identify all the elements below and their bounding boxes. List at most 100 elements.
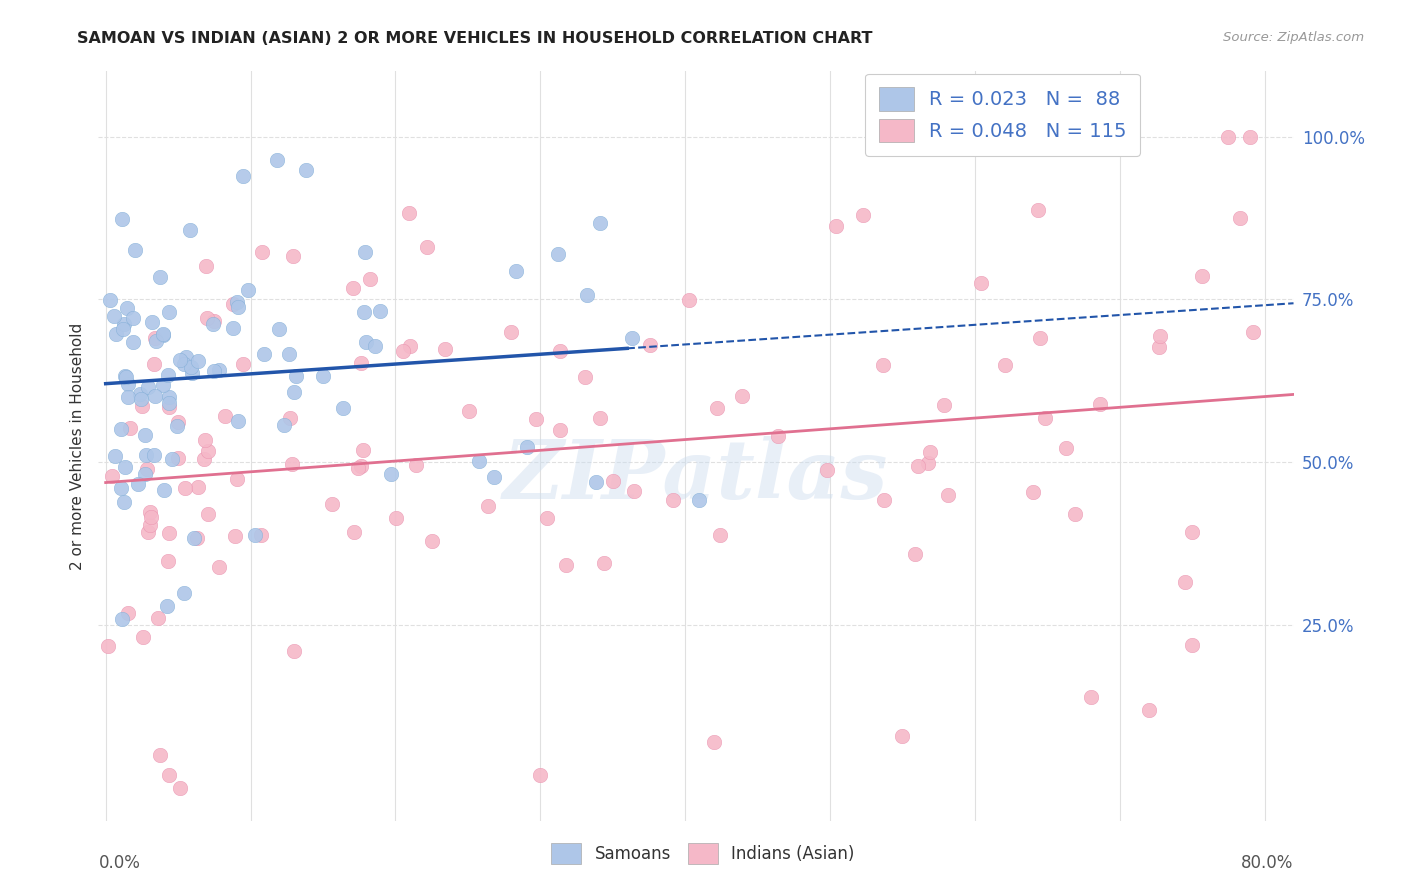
Point xyxy=(294,163,316,178)
Point xyxy=(225,472,247,486)
Point xyxy=(129,392,152,407)
Point xyxy=(132,630,155,644)
Point xyxy=(1026,203,1049,218)
Point xyxy=(214,409,236,424)
Point xyxy=(143,331,166,345)
Point xyxy=(548,344,571,359)
Point xyxy=(932,398,955,412)
Point xyxy=(873,493,896,508)
Point xyxy=(157,396,180,410)
Point xyxy=(103,309,125,323)
Point xyxy=(195,311,218,326)
Point xyxy=(703,735,725,749)
Text: Source: ZipAtlas.com: Source: ZipAtlas.com xyxy=(1223,31,1364,45)
Point xyxy=(1080,690,1102,704)
Point xyxy=(180,366,202,380)
Point xyxy=(176,351,198,365)
Point xyxy=(169,353,191,368)
Point xyxy=(1054,442,1077,456)
Point xyxy=(174,481,197,495)
Point xyxy=(283,385,305,400)
Point xyxy=(110,481,132,495)
Point xyxy=(187,480,209,494)
Point xyxy=(1022,485,1045,500)
Point xyxy=(143,448,166,462)
Point xyxy=(266,153,288,168)
Point xyxy=(277,347,299,361)
Point xyxy=(117,301,139,315)
Point xyxy=(122,311,145,326)
Point xyxy=(136,380,159,394)
Point xyxy=(592,557,614,571)
Point xyxy=(516,441,538,455)
Point xyxy=(347,460,370,475)
Point xyxy=(236,283,259,297)
Text: 0.0%: 0.0% xyxy=(98,855,141,872)
Point xyxy=(281,249,304,263)
Point xyxy=(195,260,218,274)
Point xyxy=(145,334,167,348)
Point xyxy=(232,169,254,183)
Point xyxy=(202,313,225,327)
Point xyxy=(101,469,124,483)
Point xyxy=(139,504,162,518)
Point xyxy=(709,528,731,542)
Point xyxy=(112,495,135,509)
Point xyxy=(128,387,150,401)
Point xyxy=(134,467,156,482)
Point xyxy=(585,475,607,489)
Legend: Samoans, Indians (Asian): Samoans, Indians (Asian) xyxy=(544,837,862,871)
Point xyxy=(1241,325,1264,339)
Point xyxy=(152,378,174,392)
Point xyxy=(197,444,219,458)
Point xyxy=(114,370,136,384)
Point xyxy=(253,347,276,361)
Point xyxy=(117,606,139,620)
Point xyxy=(1191,269,1213,284)
Point xyxy=(1088,397,1111,411)
Point xyxy=(920,445,942,459)
Point xyxy=(399,339,422,353)
Point xyxy=(143,357,166,371)
Point xyxy=(420,533,443,548)
Point xyxy=(1239,129,1261,144)
Point xyxy=(1147,340,1170,354)
Point xyxy=(731,388,754,402)
Point xyxy=(156,368,179,382)
Point xyxy=(638,338,661,352)
Point xyxy=(280,411,302,425)
Point xyxy=(141,315,163,329)
Point xyxy=(146,611,169,625)
Point xyxy=(342,280,364,294)
Point xyxy=(1029,331,1052,345)
Point xyxy=(815,463,838,477)
Point xyxy=(467,453,489,467)
Point xyxy=(350,356,373,370)
Point xyxy=(364,338,387,352)
Point xyxy=(157,400,180,414)
Point xyxy=(536,511,558,525)
Point xyxy=(143,389,166,403)
Point xyxy=(343,525,366,540)
Point xyxy=(222,320,245,334)
Point xyxy=(555,558,578,572)
Point xyxy=(434,343,457,357)
Text: 80.0%: 80.0% xyxy=(1241,855,1294,872)
Point xyxy=(162,451,184,466)
Point xyxy=(104,326,127,341)
Point xyxy=(501,325,523,339)
Point xyxy=(166,415,188,429)
Point xyxy=(678,293,700,308)
Point xyxy=(602,474,624,488)
Point xyxy=(98,293,121,307)
Point xyxy=(405,458,427,472)
Point xyxy=(167,450,190,465)
Point xyxy=(1229,211,1251,225)
Point xyxy=(197,507,219,521)
Point xyxy=(1218,129,1240,144)
Point xyxy=(166,418,188,433)
Point xyxy=(127,476,149,491)
Point xyxy=(202,364,225,378)
Point xyxy=(970,276,993,290)
Point xyxy=(416,239,439,253)
